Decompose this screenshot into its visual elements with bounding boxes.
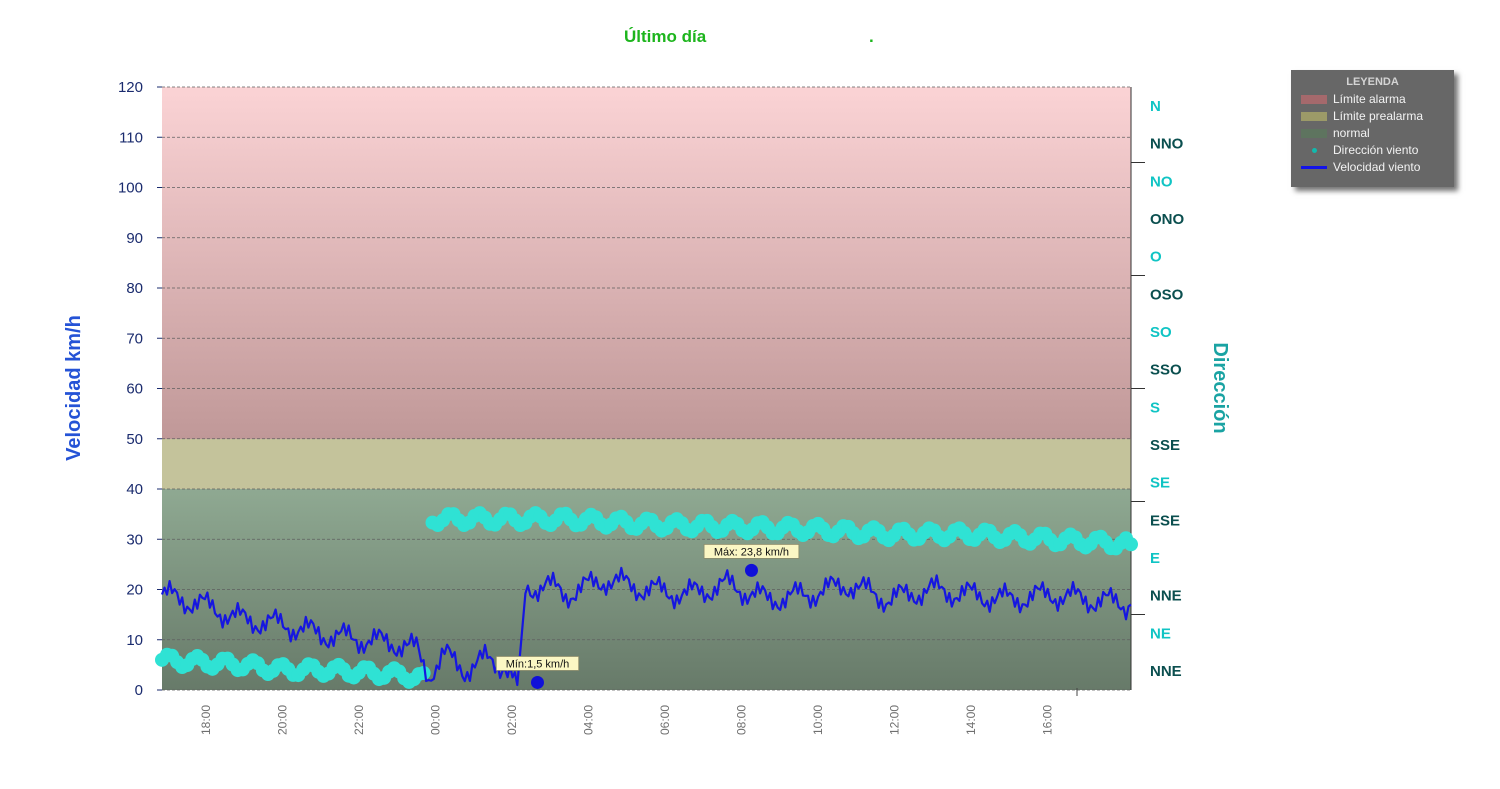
- direction-tick-label: O: [1150, 249, 1162, 266]
- y-tick-label: 70: [126, 330, 143, 347]
- min-marker: [530, 675, 544, 689]
- y-axis-title-right: Dirección: [1209, 342, 1231, 433]
- direction-tick-label: S: [1150, 399, 1160, 416]
- direction-tick-label: SSO: [1150, 362, 1182, 379]
- x-tick-label: 12:00: [888, 705, 902, 735]
- direction-tick-label: NNO: [1150, 136, 1184, 153]
- y-tick-label: 60: [126, 381, 143, 398]
- x-tick-label: 20:00: [276, 705, 290, 735]
- x-axis-ticks: 18:00 20:00 22:00 00:00 02:00 04:00 06:00 08:00…: [199, 688, 1078, 735]
- legend-label-direction: Dirección viento: [1333, 143, 1419, 157]
- band-alarm: [162, 87, 1131, 439]
- x-tick-label: 04:00: [582, 705, 596, 735]
- legend-item-normal: normal: [1291, 125, 1454, 142]
- direction-tick-label: NNE: [1150, 588, 1182, 605]
- direction-tick-label: NE: [1150, 625, 1171, 642]
- y-tick-label: 120: [118, 79, 143, 96]
- legend-swatch-speed: [1301, 166, 1327, 169]
- x-tick-label: 00:00: [429, 705, 443, 735]
- annotation-box: [703, 544, 800, 559]
- direction-tick-label: SE: [1150, 475, 1170, 492]
- legend-swatch-prealarm: [1301, 112, 1327, 121]
- chart-title-suffix: .: [869, 27, 874, 46]
- direction-point: [416, 666, 431, 681]
- direction-tick-label: NO: [1150, 173, 1173, 190]
- legend-label-alarm: Límite alarma: [1333, 92, 1406, 106]
- direction-tick-label: SO: [1150, 324, 1172, 341]
- x-tick-label: 08:00: [735, 705, 749, 735]
- y-tick-label: 100: [118, 180, 143, 197]
- x-tick-label: 18:00: [199, 705, 213, 735]
- series-direction: [155, 506, 1138, 689]
- legend-item-prealarm: Límite prealarma: [1291, 108, 1454, 125]
- x-tick-label: 22:00: [352, 705, 366, 735]
- x-tick-label: 02:00: [505, 705, 519, 735]
- legend-label-normal: normal: [1333, 126, 1370, 140]
- legend-item-alarm: Límite alarma: [1291, 91, 1454, 108]
- speed-line: [160, 566, 1132, 687]
- legend-item-speed: Velocidad viento: [1291, 159, 1454, 176]
- x-tick-label: 06:00: [658, 705, 672, 735]
- y-tick-label: 90: [126, 230, 143, 247]
- direction-tick-label: ONO: [1150, 211, 1185, 228]
- y-tick-label: 80: [126, 280, 143, 297]
- y-tick-label: 50: [126, 431, 143, 448]
- legend-label-speed: Velocidad viento: [1333, 160, 1421, 174]
- min-annotation-label: Mín:1,5 km/h: [506, 658, 570, 670]
- direction-tick-label: NNE: [1150, 663, 1182, 680]
- direction-point: [1124, 537, 1138, 552]
- y-tick-label: 0: [135, 682, 143, 699]
- series-speed: [160, 566, 1132, 687]
- chart-title: Último día: [624, 27, 707, 46]
- legend-swatch-direction: [1312, 148, 1317, 153]
- legend-title: LEYENDA: [1346, 76, 1399, 88]
- direction-tick-label: SSE: [1150, 437, 1180, 454]
- annotation-box: [495, 656, 580, 671]
- y-tick-label: 20: [126, 582, 143, 599]
- legend-swatch-normal: [1301, 129, 1327, 138]
- max-marker: [744, 563, 758, 577]
- y-tick-label: 40: [126, 481, 143, 498]
- x-tick-label: 10:00: [811, 705, 825, 735]
- y-axis-ticks: 0 10 20 30 40 50 60 70 80 90 100 110 120: [118, 79, 162, 699]
- max-annotation-label: Máx: 23,8 km/h: [714, 546, 789, 558]
- x-tick-label: 16:00: [1041, 705, 1055, 735]
- direction-tick-label: E: [1150, 550, 1160, 567]
- y-tick-label: 110: [119, 129, 143, 146]
- direction-tick-label: ESE: [1150, 512, 1180, 529]
- legend-label-prealarm: Límite prealarma: [1333, 109, 1424, 123]
- y-axis-title-left: Velocidad km/h: [63, 315, 85, 461]
- direction-axis-ticks: NNE NE NNE E ESE SE SSE S SSO SO OSO O ONO NO NNO N: [1130, 87, 1185, 690]
- legend-swatch-alarm: [1301, 95, 1327, 104]
- y-tick-label: 10: [126, 632, 143, 649]
- annotations: Máx: 23,8 km/h Mín:1,5 km/h: [495, 544, 800, 689]
- band-prealarm: [162, 439, 1131, 489]
- legend-item-direction: Dirección viento: [1291, 142, 1454, 159]
- x-tick-label: 14:00: [964, 705, 978, 735]
- direction-tick-label: N: [1150, 98, 1161, 115]
- y-tick-label: 30: [126, 531, 143, 548]
- direction-tick-label: OSO: [1150, 286, 1184, 303]
- legend: LEYENDA Límite alarma Límite prealarma n…: [1291, 70, 1454, 187]
